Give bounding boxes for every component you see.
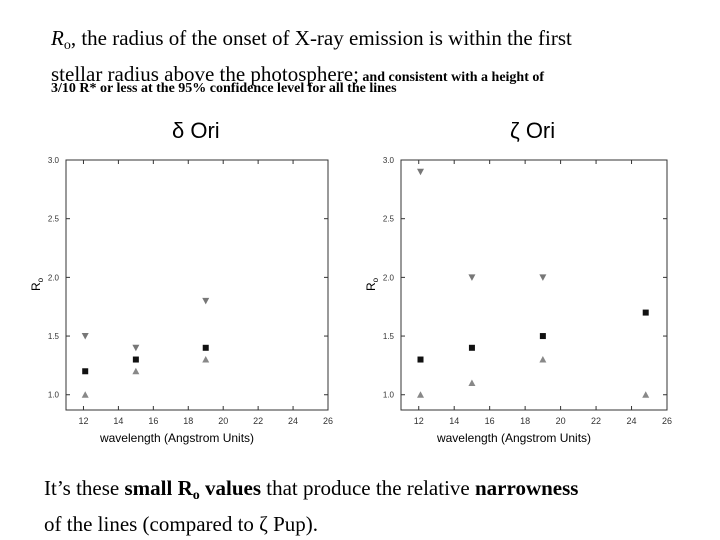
x-tick-label: 22 [253,416,263,426]
slide-heading: Ro, the radius of the onset of X-ray emi… [51,24,711,92]
x-axis-label: wavelength (Angstrom Units) [436,431,591,445]
data-point-triangle-up [202,356,210,363]
heading-line-1: Ro, the radius of the onset of X-ray emi… [51,24,711,60]
x-tick-label: 20 [556,416,566,426]
y-axis-label: Ro [29,277,45,291]
slide-footer: It’s these small Ro values that produce … [44,474,704,539]
data-point-square [82,368,89,375]
x-tick-label: 24 [627,416,637,426]
footer-bold-1: small R [124,476,193,500]
y-tick-label: 2.0 [48,273,60,282]
y-axis-label: Ro [364,277,380,291]
x-tick-label: 14 [113,416,123,426]
x-tick-label: 24 [288,416,298,426]
data-point-square [417,356,424,363]
data-point-square [202,344,209,351]
heading-line-1-text: , the radius of the onset of X-ray emiss… [70,26,572,50]
data-point-triangle-down [132,344,140,352]
data-point-square [132,356,139,363]
x-axis-label: wavelength (Angstrom Units) [99,431,254,445]
y-tick-label: 1.0 [48,391,60,400]
data-point-triangle-up [81,391,89,398]
y-tick-label: 3.0 [48,156,60,165]
footer-bold-subscript: o [192,488,200,503]
y-tick-label: 1.5 [48,332,60,341]
data-point-triangle-up [468,379,476,387]
x-tick-label: 16 [485,416,495,426]
heading-line-3: 3/10 R* or less at the 95% confidence le… [51,81,397,96]
footer-bold-2: values [199,476,261,500]
r-subscript: o [63,38,71,53]
x-tick-label: 18 [520,416,530,426]
data-point-triangle-down [417,168,425,176]
chart-title-delta-ori: δ Ori [172,118,220,143]
x-tick-label: 12 [414,416,424,426]
data-point-triangle-down [202,297,210,305]
x-tick-label: 26 [323,416,333,426]
x-tick-label: 22 [591,416,601,426]
data-point-triangle-up [132,367,140,375]
footer-text-2: that produce the relative [261,476,475,500]
y-axis-label-sub: o [371,277,380,282]
footer-bold-3: narrowness [475,476,579,500]
heading-line-2: stellar radius above the photosphere; an… [51,60,711,92]
plot-frame [400,159,668,411]
heading-line-2-small: and consistent with a height of [358,70,545,85]
data-point-square [539,333,546,340]
data-point-triangle-down [81,333,89,340]
footer-line-2: of the lines (compared to ζ Pup). [44,512,319,536]
chart-title-zeta-ori: ζ Ori [510,118,556,143]
y-tick-label: 2.5 [383,215,395,224]
y-tick-label: 3.0 [383,156,395,165]
y-tick-label: 2.5 [48,215,60,224]
x-tick-label: 26 [662,416,672,426]
x-tick-label: 12 [78,416,88,426]
y-axis-label-sub: o [36,277,45,282]
data-point-triangle-down [468,274,476,281]
x-tick-label: 20 [218,416,228,426]
x-tick-label: 18 [183,416,193,426]
heading-line-2-text: stellar radius above the photosphere; [51,62,359,86]
data-point-square [642,309,649,316]
data-point-square [468,344,475,351]
r-symbol: R [51,26,64,50]
data-point-triangle-up [539,356,547,363]
x-tick-label: 14 [449,416,459,426]
plot-frame [65,159,329,411]
footer-text-1: It’s these [44,476,125,500]
y-tick-label: 1.5 [383,332,395,341]
data-point-triangle-up [642,391,650,398]
data-point-triangle-down [539,274,547,281]
y-tick-label: 2.0 [383,273,395,282]
y-tick-label: 1.0 [383,391,395,400]
footer-line-1: It’s these small Ro values that produce … [44,474,704,510]
y-axis-label-main: R [364,282,378,291]
data-point-triangle-up [417,391,425,398]
x-tick-label: 16 [148,416,158,426]
y-axis-label-main: R [29,282,43,291]
